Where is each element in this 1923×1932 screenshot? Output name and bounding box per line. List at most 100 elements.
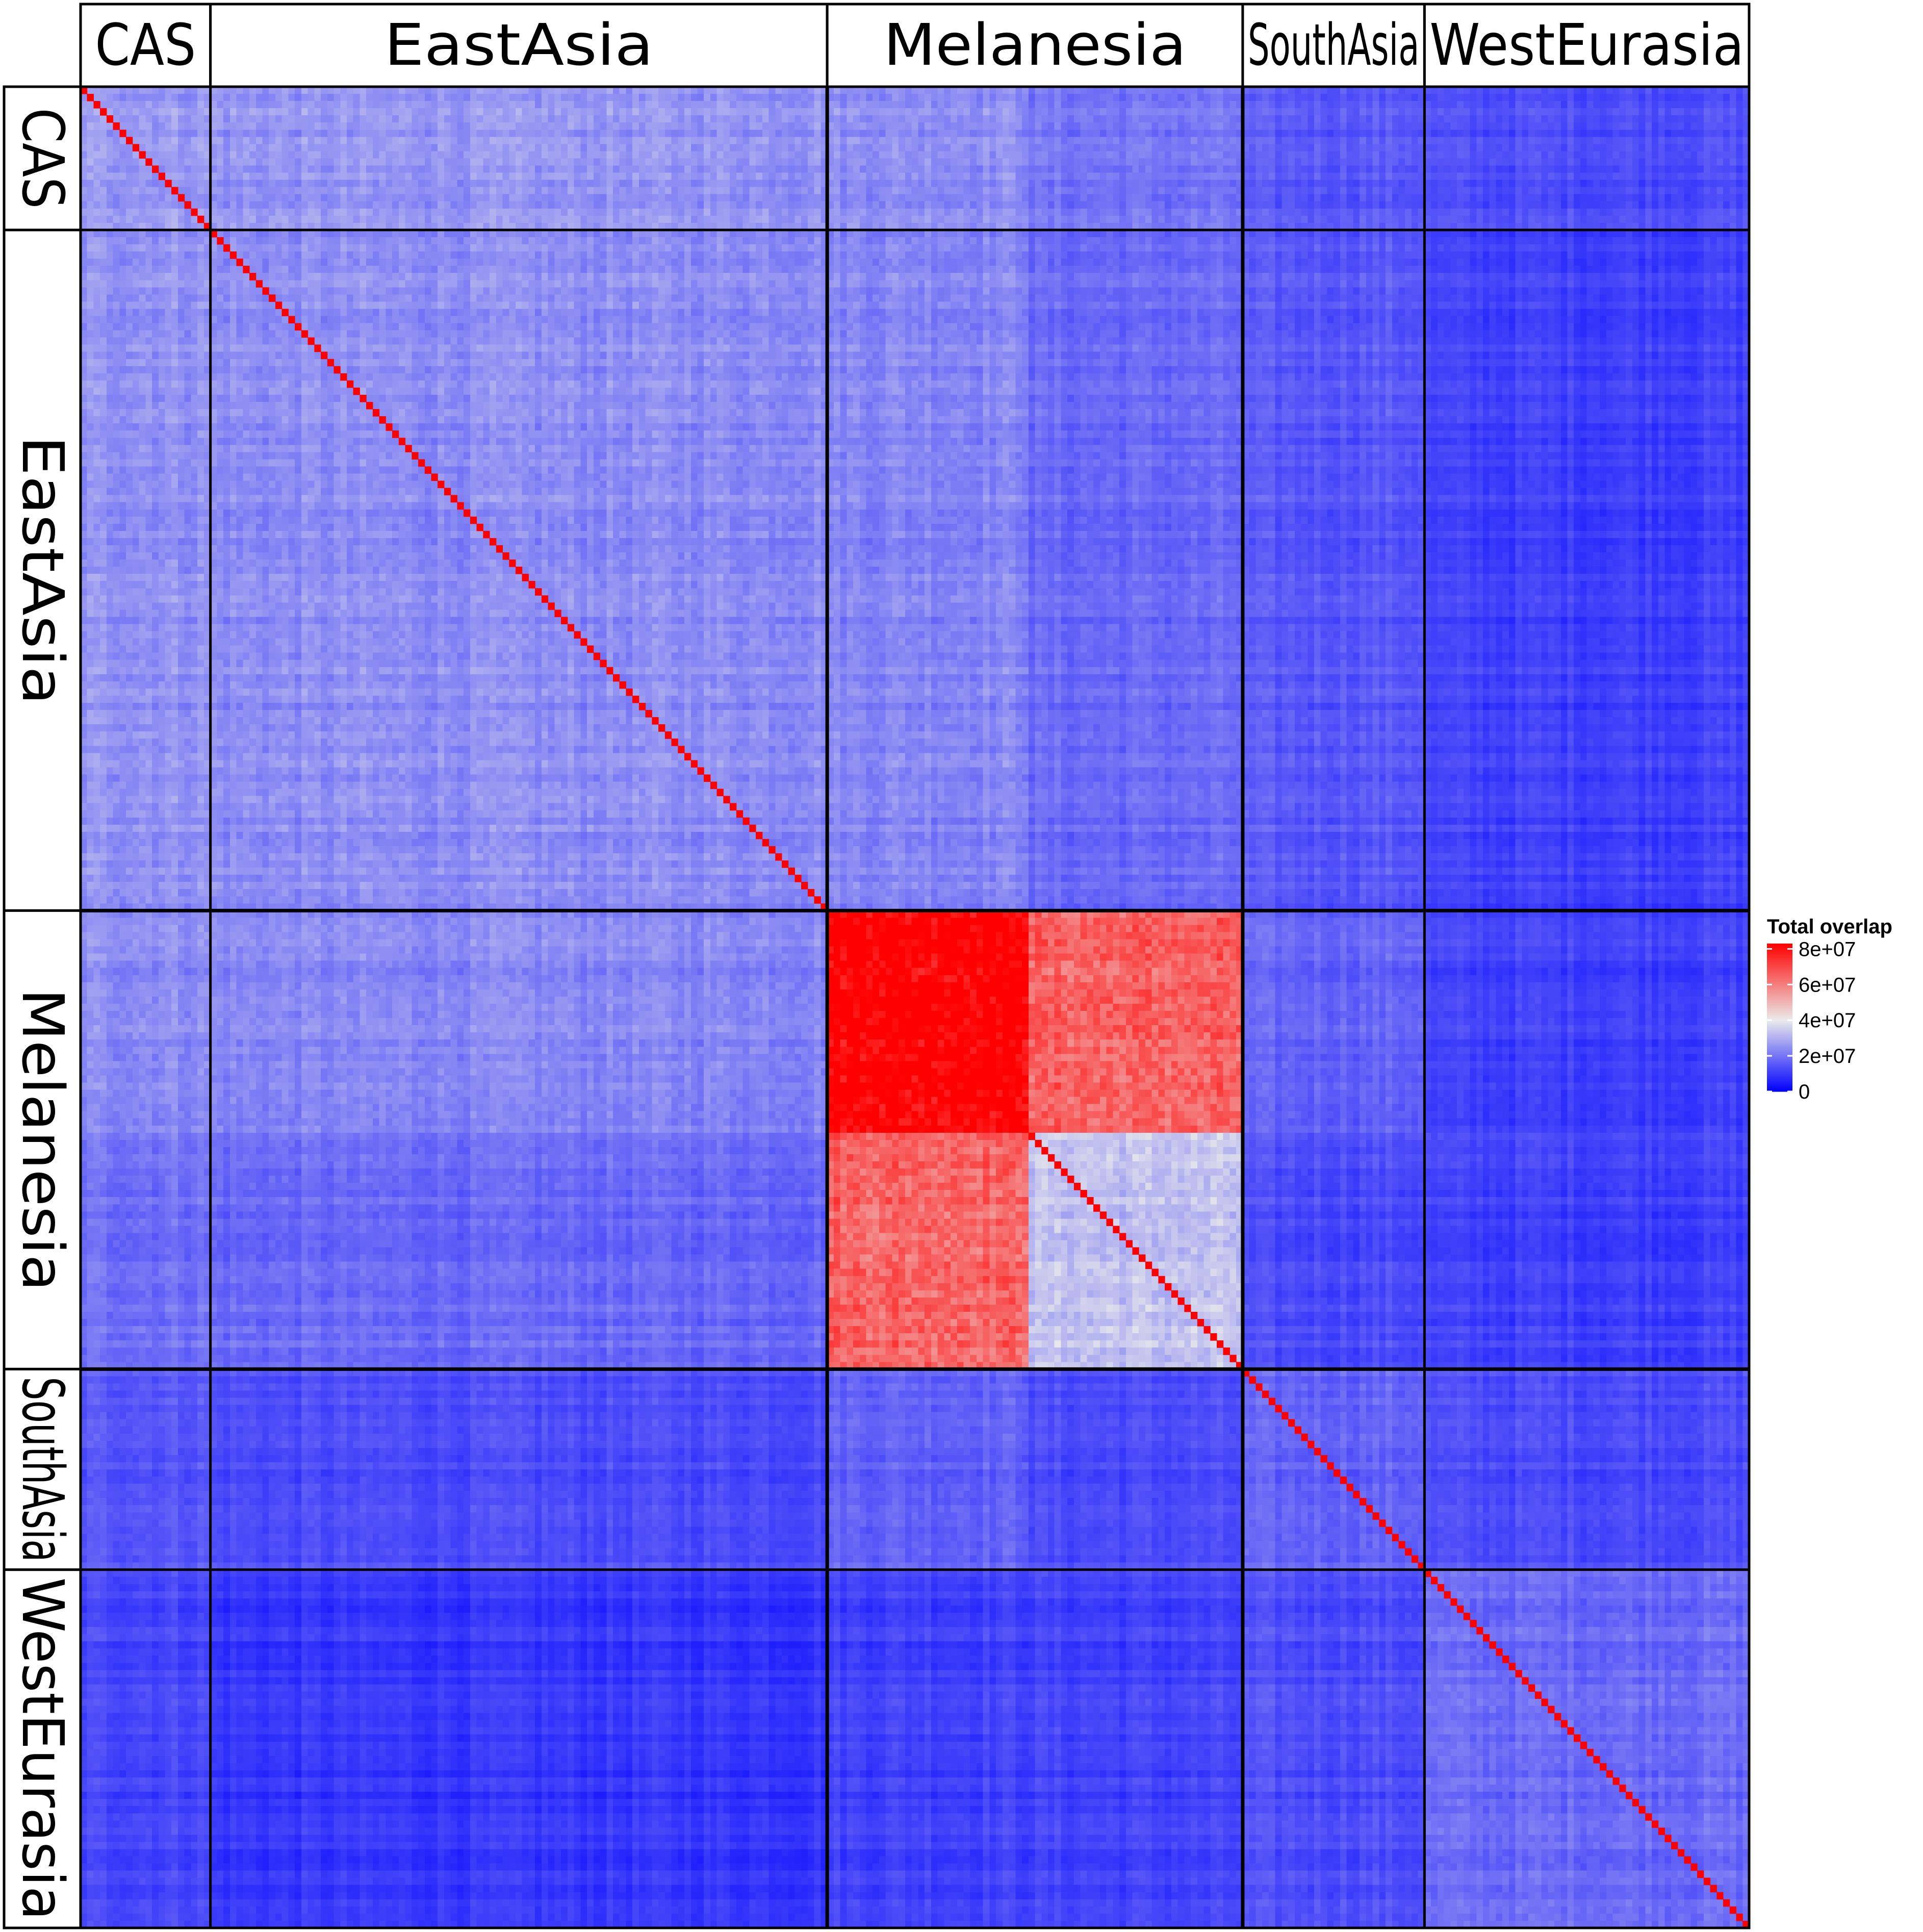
diagonal-cell [1405, 1548, 1412, 1556]
diagonal-cell [1145, 1261, 1152, 1269]
diagonal-cell [704, 774, 711, 782]
legend-color-step [1767, 953, 1792, 955]
diagonal-cell [346, 380, 354, 388]
diagonal-cell [444, 488, 451, 496]
diagonal-cell [944, 1039, 951, 1047]
legend-color-step [1767, 948, 1792, 950]
diagonal-cell [464, 509, 471, 517]
diagonal-cell [1586, 1748, 1594, 1757]
diagonal-cell [1489, 1641, 1496, 1649]
legend-color-step [1767, 947, 1792, 949]
diagonal-cell [1593, 1756, 1600, 1764]
legend-color-step [1767, 954, 1792, 956]
diagonal-cell [1028, 1132, 1036, 1140]
diagonal-cell [697, 767, 704, 775]
diagonal-cell [476, 523, 483, 531]
legend-color-step [1767, 1004, 1792, 1006]
diagonal-cell [1677, 1849, 1685, 1857]
legend-color-step [1767, 1039, 1792, 1041]
legend-color-step [1767, 1028, 1792, 1030]
diagonal-cell [139, 151, 146, 159]
diagonal-cell [794, 875, 802, 882]
legend-color-step [1767, 978, 1792, 980]
diagonal-cell [1015, 1118, 1022, 1126]
diagonal-cell [321, 351, 328, 360]
diagonal-cell [496, 545, 503, 553]
row-strip [3, 1367, 82, 1571]
legend-color-step [1767, 988, 1792, 990]
diagonal-cell [1177, 1297, 1185, 1305]
diagonal-cell [145, 158, 152, 166]
diagonal-cell [1119, 1233, 1126, 1241]
diagonal-cell [1073, 1183, 1081, 1190]
diagonal-cell [1191, 1311, 1198, 1319]
diagonal-cell [1360, 1498, 1367, 1506]
legend-color-step [1767, 951, 1792, 953]
legend-color-step [1767, 1012, 1792, 1014]
legend-color-step [1767, 960, 1792, 962]
legend-color-step [1767, 972, 1792, 974]
legend-color-step [1767, 1010, 1792, 1012]
diagonal-cell [1047, 1154, 1055, 1162]
diagonal-cell [281, 309, 289, 316]
legend-color-step [1767, 1087, 1792, 1089]
diagonal-cell [255, 280, 263, 288]
diagonal-cell [87, 94, 94, 101]
diagonal-cell [366, 402, 373, 410]
diagonal-cell [262, 287, 269, 295]
column-strip [826, 3, 1244, 88]
diagonal-cell [561, 617, 568, 625]
diagonal-cell [937, 1032, 944, 1040]
legend-color-step [1767, 1047, 1792, 1049]
legend-color-step [1767, 1075, 1792, 1077]
legend-color-step [1767, 1015, 1792, 1017]
diagonal-cell [723, 796, 730, 804]
diagonal-cell [606, 667, 613, 675]
diagonal-cell [1580, 1741, 1587, 1749]
diagonal-cell [873, 960, 880, 969]
diagonal-cell [1457, 1605, 1464, 1613]
legend-color-step [1767, 950, 1792, 952]
row-strip [3, 85, 82, 232]
diagonal-cell [756, 831, 763, 840]
diagonal-cell [859, 946, 867, 954]
diagonal-cell [1652, 1820, 1659, 1828]
legend-color-step [1767, 1059, 1792, 1061]
legend-color-step [1767, 1065, 1792, 1067]
diagonal-cell [1476, 1627, 1483, 1635]
legend-color-step [1767, 1033, 1792, 1035]
diagonal-cell [1022, 1125, 1029, 1133]
diagonal-cell [509, 560, 516, 567]
diagonal-cell [470, 516, 477, 524]
diagonal-cell [516, 567, 523, 574]
diagonal-cell [450, 495, 457, 503]
diagonal-cells [81, 87, 1750, 1928]
diagonal-cell [1353, 1491, 1360, 1498]
legend-color-step [1767, 999, 1792, 1001]
diagonal-cell [165, 180, 172, 188]
diagonal-cell [1710, 1885, 1717, 1893]
row-label: CAS [9, 108, 75, 209]
diagonal-cell [1463, 1612, 1471, 1620]
legend-color-step [1767, 1025, 1792, 1027]
diagonal-cell [749, 824, 756, 832]
diagonal-cell [1548, 1706, 1555, 1714]
diagonal-cell [1217, 1340, 1224, 1348]
diagonal-cell [249, 273, 257, 281]
column-label: CAS [95, 12, 196, 79]
legend-color-step [1767, 1011, 1792, 1013]
legend-color-step [1767, 968, 1792, 970]
diagonal-cell [1534, 1691, 1542, 1699]
legend-color-step [1767, 1068, 1792, 1070]
diagonal-cell [1398, 1541, 1405, 1549]
diagonal-cell [1171, 1290, 1178, 1298]
diagonal-cell [574, 631, 581, 639]
diagonal-cell [1255, 1383, 1263, 1391]
diagonal-cell [1113, 1226, 1120, 1233]
diagonal-cell [1340, 1477, 1347, 1484]
diagonal-cell [1496, 1648, 1503, 1656]
diagonal-cell [1249, 1376, 1256, 1384]
diagonal-cell [340, 373, 347, 381]
legend-color-step [1767, 994, 1792, 996]
legend-color-step [1767, 983, 1792, 985]
